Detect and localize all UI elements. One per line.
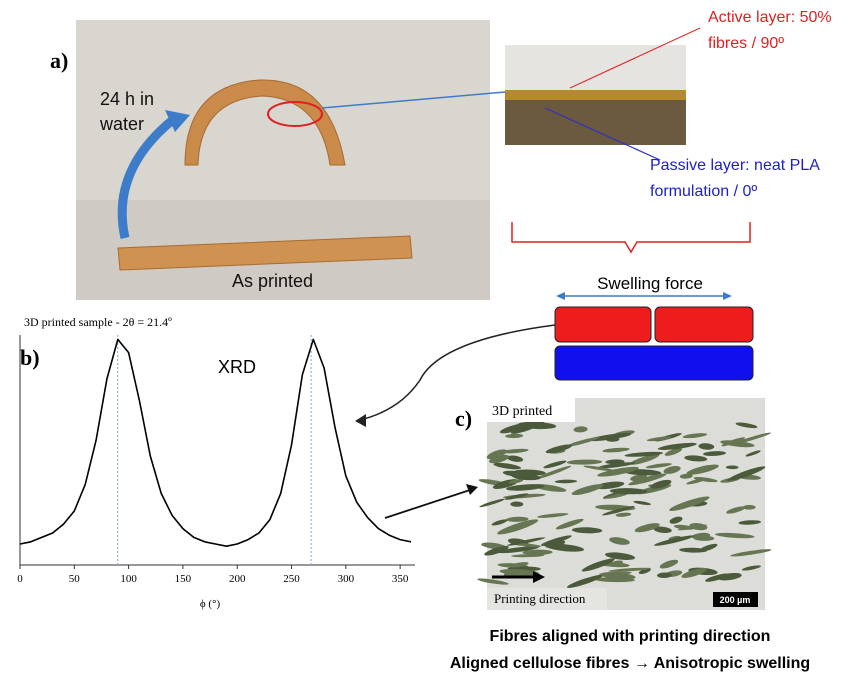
connector [385,490,470,518]
active-layer-image [505,90,686,100]
xrd-curve [20,339,411,546]
caption: Aligned cellulose fibres → Anisotropic s… [450,655,810,672]
passive-block [555,346,753,380]
chart-title: 3D printed sample - 2θ = 21.4º [24,315,172,329]
x-tick-label: 150 [175,573,192,585]
x-tick-label: 100 [120,573,137,585]
active-block [555,307,651,342]
caption: As printed [232,271,313,291]
chart-annotation: XRD [218,357,256,377]
scale-bar-label: 200 µm [720,595,751,605]
figure: a) 24 h inwater As printed Active layer:… [0,0,865,678]
x-tick-label: 50 [69,573,81,585]
image-label: 3D printed [492,404,552,419]
x-tick-label: 250 [283,573,300,585]
passive-layer-image [505,100,686,145]
x-tick-label: 200 [229,573,246,585]
panel-label: c) [455,406,472,431]
arrow-head [466,484,478,495]
passive-layer-label: Passive layer: neat PLAformulation / 0º [650,157,820,200]
active-layer-label: Active layer: 50%fibres / 90º [708,9,832,52]
x-tick-label: 350 [392,573,409,585]
direction-label: Printing direction [494,591,586,606]
x-axis-label: ϕ (°) [200,598,221,610]
x-tick-label: 300 [338,573,355,585]
brace [512,222,750,252]
arrow-head [355,414,366,427]
panel-label: b) [20,345,40,370]
panel-label: a) [50,48,68,73]
x-tick-label: 0 [17,573,23,585]
caption: Fibres aligned with printing direction [490,628,771,645]
active-block [655,307,753,342]
swelling-force-label: Swelling force [597,274,703,293]
